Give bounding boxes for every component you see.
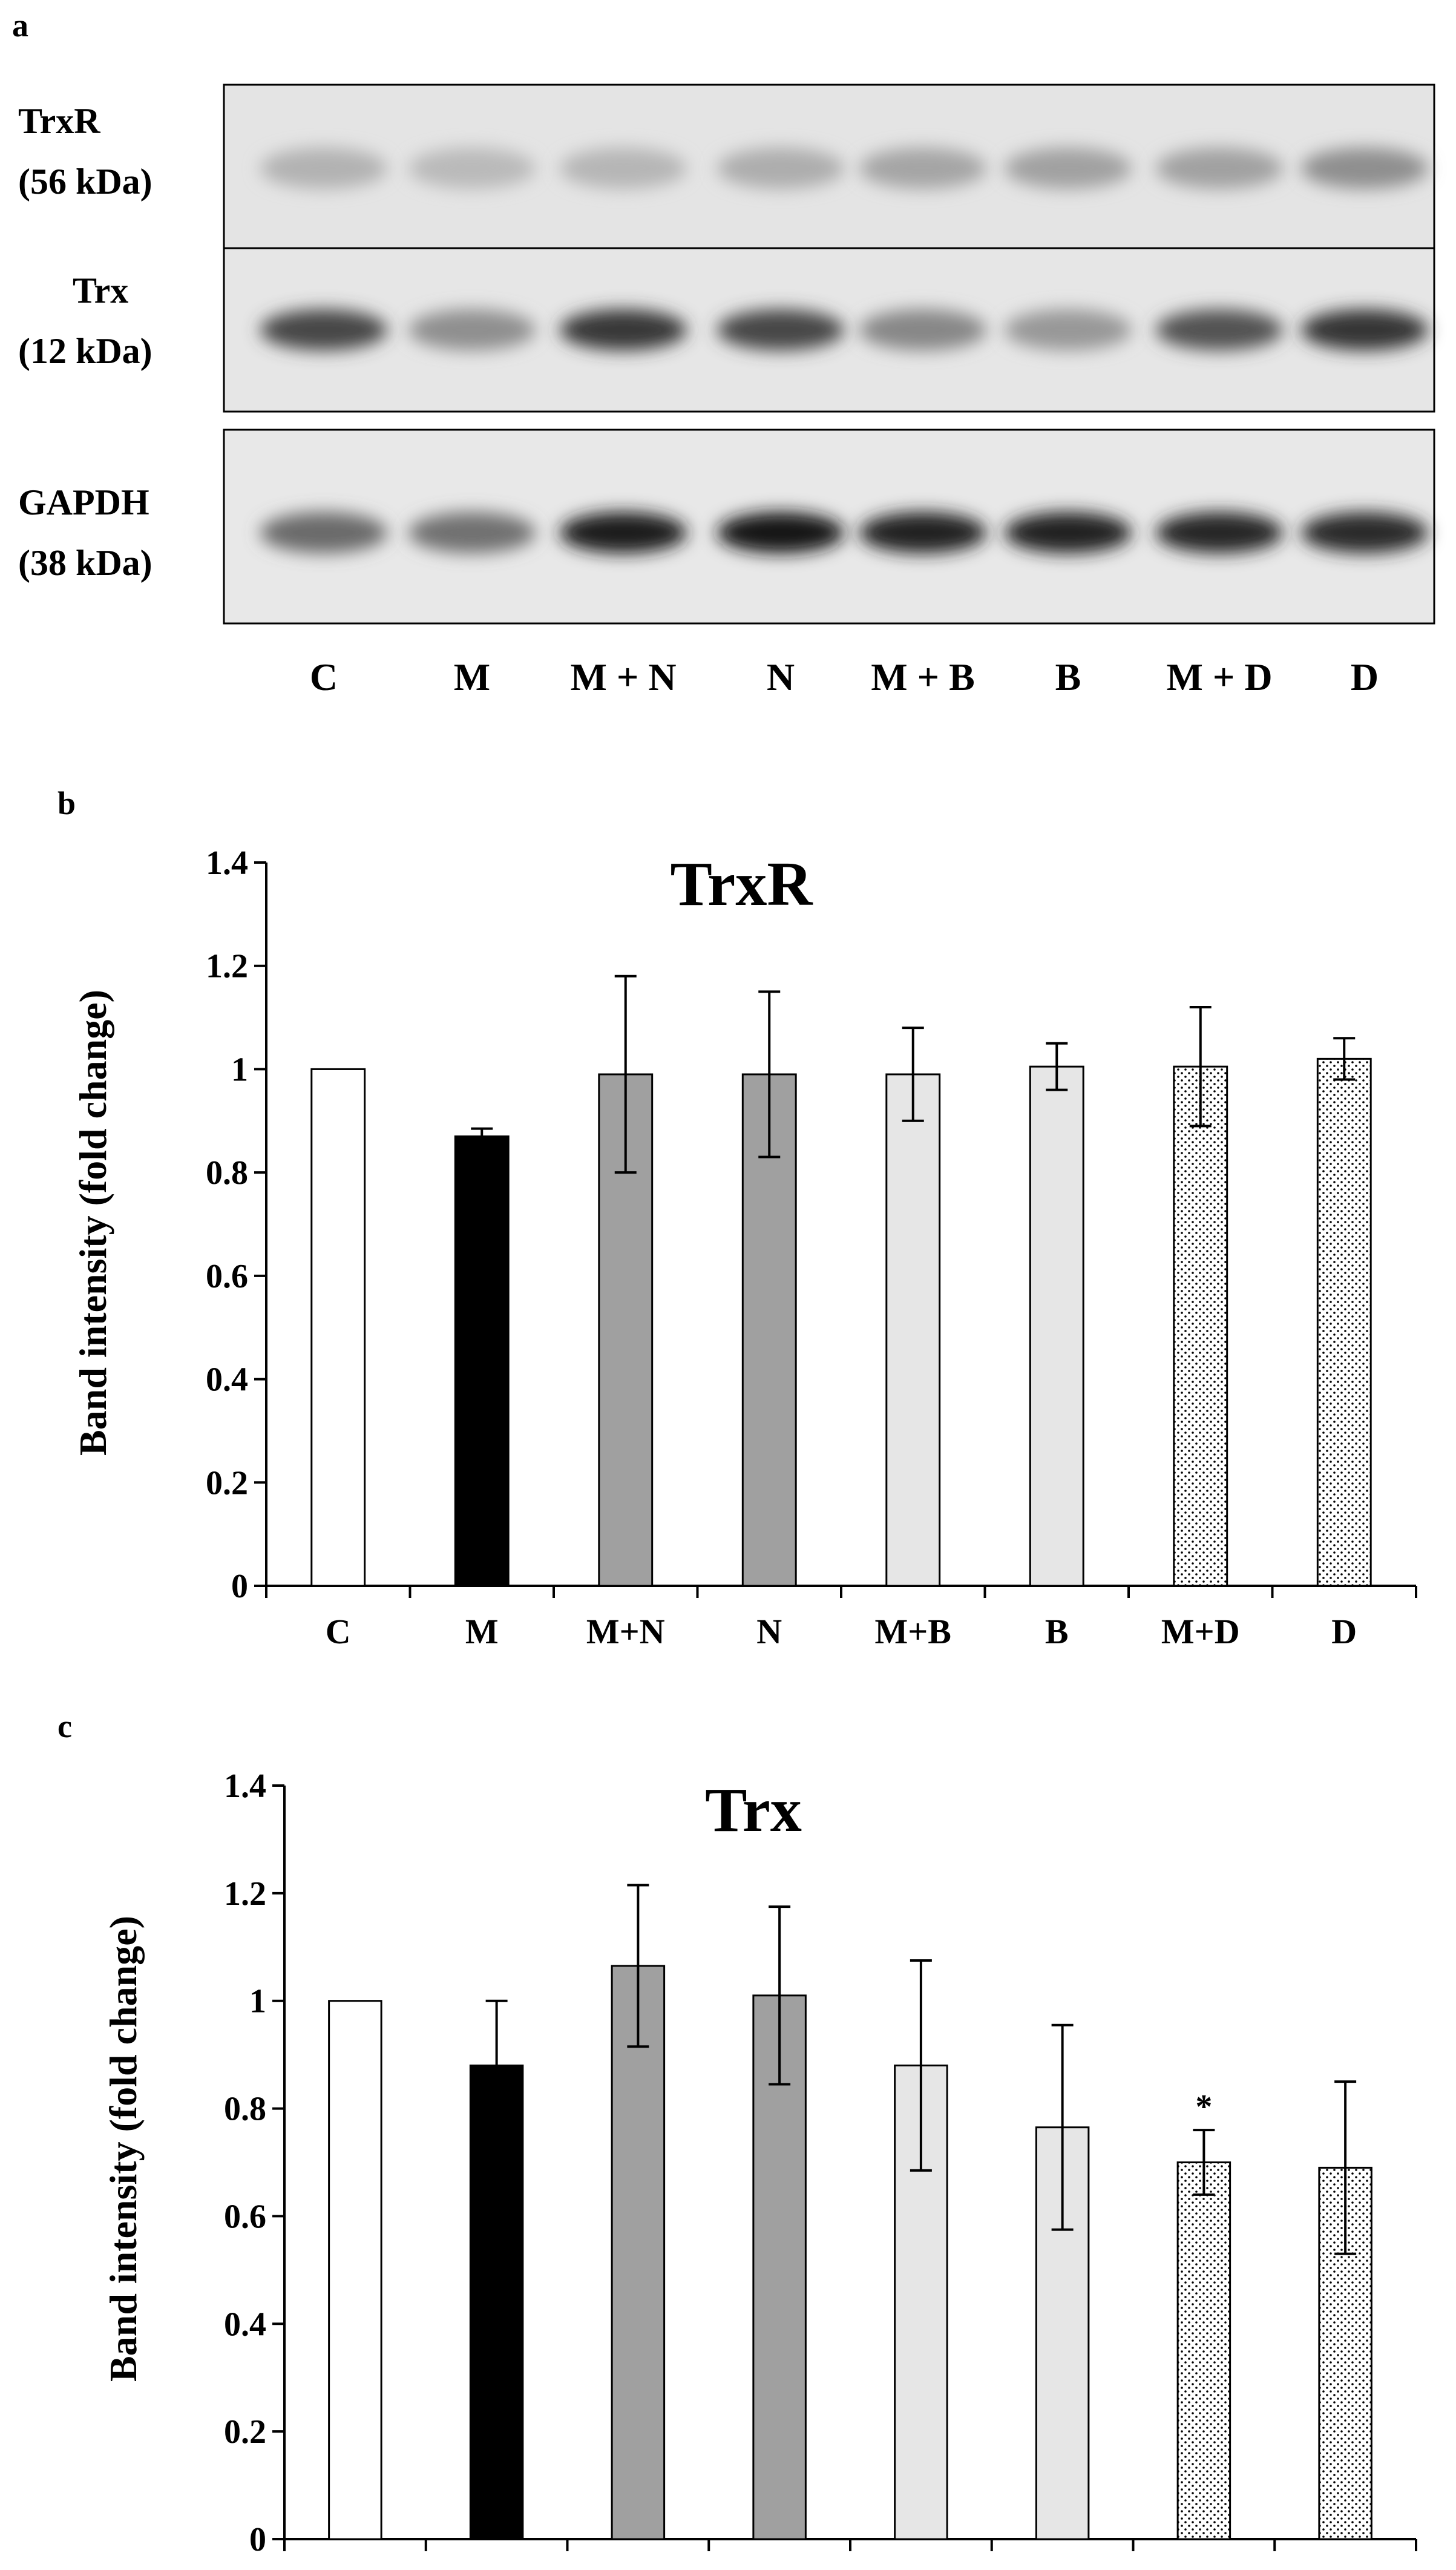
chart-trx: c Trx Band intensity (fold change) 0 0.2 0…: [57, 1708, 1417, 2570]
y-tick-label: 0.4: [206, 1361, 248, 1399]
blot-trx: Trx (12 kDa): [18, 247, 1435, 413]
panel-letter-b: b: [57, 785, 76, 821]
bar-N: [752, 1994, 807, 2540]
bar-M+D: [1176, 2161, 1231, 2540]
y-tick-label: 0.8: [206, 1154, 248, 1192]
x-tick-label: N: [767, 2565, 792, 2570]
chart-title: TrxR: [671, 849, 814, 919]
lane-label: C: [310, 656, 338, 698]
blot-band: [260, 512, 387, 553]
y-tick-label: 1.4: [224, 1767, 266, 1805]
y-tick-label: 0: [249, 2521, 266, 2558]
lane-label: M + D: [1166, 656, 1272, 698]
blot-gapdh-name: GAPDH: [18, 482, 149, 522]
x-tick-label: M+D: [1165, 2565, 1244, 2570]
lane-label: M + B: [871, 656, 975, 698]
blot-band: [260, 309, 387, 350]
blot-band: [1301, 148, 1428, 189]
y-tick-label: 1.2: [224, 1875, 266, 1913]
bar-B: [1029, 1065, 1084, 1587]
bar-M: [454, 1135, 510, 1587]
y-tick-label: 1: [231, 1051, 248, 1088]
x-tick-label: D: [1333, 2565, 1358, 2570]
blot-band: [859, 309, 986, 350]
significance-mark: *: [1195, 2088, 1212, 2126]
lane-label: B: [1055, 656, 1081, 698]
lane-label: D: [1351, 656, 1379, 698]
y-tick-label: 0.2: [206, 1464, 248, 1502]
blot-band: [717, 512, 844, 553]
blot-band: [260, 148, 387, 189]
bar-M+N: [611, 1965, 666, 2540]
y-tick-label: 0.6: [206, 1258, 248, 1295]
blot-trxr-kda: (56 kDa): [18, 162, 152, 202]
x-tick-label: C: [326, 1612, 351, 1651]
y-axis-label: Band intensity (fold change): [71, 990, 114, 1456]
y-tick-label: 0: [231, 1568, 248, 1605]
x-tick-label: M+N: [586, 1612, 665, 1651]
x-tick-label: M: [480, 2565, 513, 2570]
lane-label: N: [767, 656, 795, 698]
x-tick-label: M: [465, 1612, 499, 1651]
blot-band: [1156, 148, 1283, 189]
x-tick-label: D: [1331, 1612, 1357, 1651]
y-tick-label: 0.2: [224, 2413, 266, 2451]
blot-band: [1005, 148, 1132, 189]
blot-gapdh: GAPDH (38 kDa): [18, 429, 1435, 625]
blot-band: [560, 309, 687, 350]
bar-M: [469, 2064, 524, 2540]
y-tick-label: 1.2: [206, 948, 248, 985]
x-tick-label: C: [343, 2565, 368, 2570]
x-tick-label: M+B: [883, 2565, 959, 2570]
blot-band: [1301, 512, 1428, 553]
bar-N: [741, 1073, 797, 1587]
blot-band: [408, 309, 536, 350]
lane-label: M + N: [570, 656, 676, 698]
y-tick-label: 0.4: [224, 2305, 266, 2343]
x-tick-label: N: [756, 1612, 782, 1651]
panel-letter-c: c: [57, 1708, 72, 1744]
lane-label: M: [454, 656, 490, 698]
blot-band: [560, 512, 687, 553]
blot-band: [560, 148, 687, 189]
blot-band: [408, 512, 536, 553]
blot-band: [1156, 309, 1283, 350]
blot-trxr: TrxR (56 kDa): [18, 84, 1435, 249]
y-tick-label: 1: [249, 1983, 266, 2020]
x-tick-label: M+N: [599, 2565, 678, 2570]
blot-band: [1005, 512, 1132, 553]
blot-band: [859, 512, 986, 553]
chart-title: Trx: [705, 1775, 802, 1845]
blot-trxr-name: TrxR: [18, 101, 100, 141]
blot-gapdh-kda: (38 kDa): [18, 543, 152, 583]
x-tick-label: M+D: [1161, 1612, 1240, 1651]
blot-trx-name: Trx: [73, 271, 128, 311]
chart-trxr: b TrxR Band intensity (fold change) 0 0.2…: [57, 785, 1417, 1651]
bar-C: [310, 1068, 366, 1587]
y-tick-label: 0.6: [224, 2198, 266, 2235]
y-axis-label: Band intensity (fold change): [102, 1916, 145, 2382]
bar-M+B: [885, 1073, 941, 1587]
x-tick-label: B: [1045, 1612, 1069, 1651]
panel-letter-a: a: [12, 7, 28, 44]
blot-trx-kda: (12 kDa): [18, 331, 152, 371]
blot-band: [717, 148, 844, 189]
bar-D: [1316, 1057, 1372, 1587]
blot-band: [1156, 512, 1283, 553]
y-tick-label: 0.8: [224, 2091, 266, 2128]
bar-M+D: [1173, 1065, 1228, 1587]
bar-C: [328, 2000, 382, 2540]
blot-band: [859, 148, 986, 189]
lane-labels: C M M + N N M + B B M + D D: [310, 656, 1379, 698]
y-tick-label: 1.4: [206, 844, 248, 882]
blot-band: [717, 309, 844, 350]
blot-band: [408, 148, 536, 189]
panel-a: a TrxR (56 kDa) Trx (12 kDa) GAPDH (38 k…: [12, 7, 1435, 698]
blot-band: [1301, 309, 1428, 350]
x-tick-label: M+B: [875, 1612, 951, 1651]
blot-band: [1005, 309, 1132, 350]
x-tick-label: B: [1051, 2565, 1074, 2570]
